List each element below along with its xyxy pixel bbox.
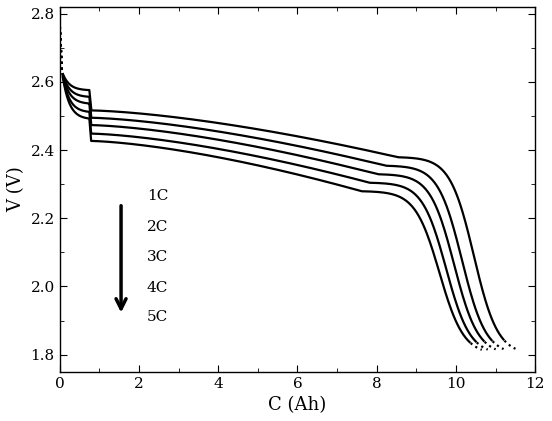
Text: 5C: 5C xyxy=(147,310,168,324)
Text: 4C: 4C xyxy=(147,281,168,295)
Text: 2C: 2C xyxy=(147,220,168,234)
Y-axis label: V (V): V (V) xyxy=(7,166,25,212)
Text: 3C: 3C xyxy=(147,250,168,264)
Text: 1C: 1C xyxy=(147,189,168,203)
X-axis label: C (Ah): C (Ah) xyxy=(268,396,327,414)
